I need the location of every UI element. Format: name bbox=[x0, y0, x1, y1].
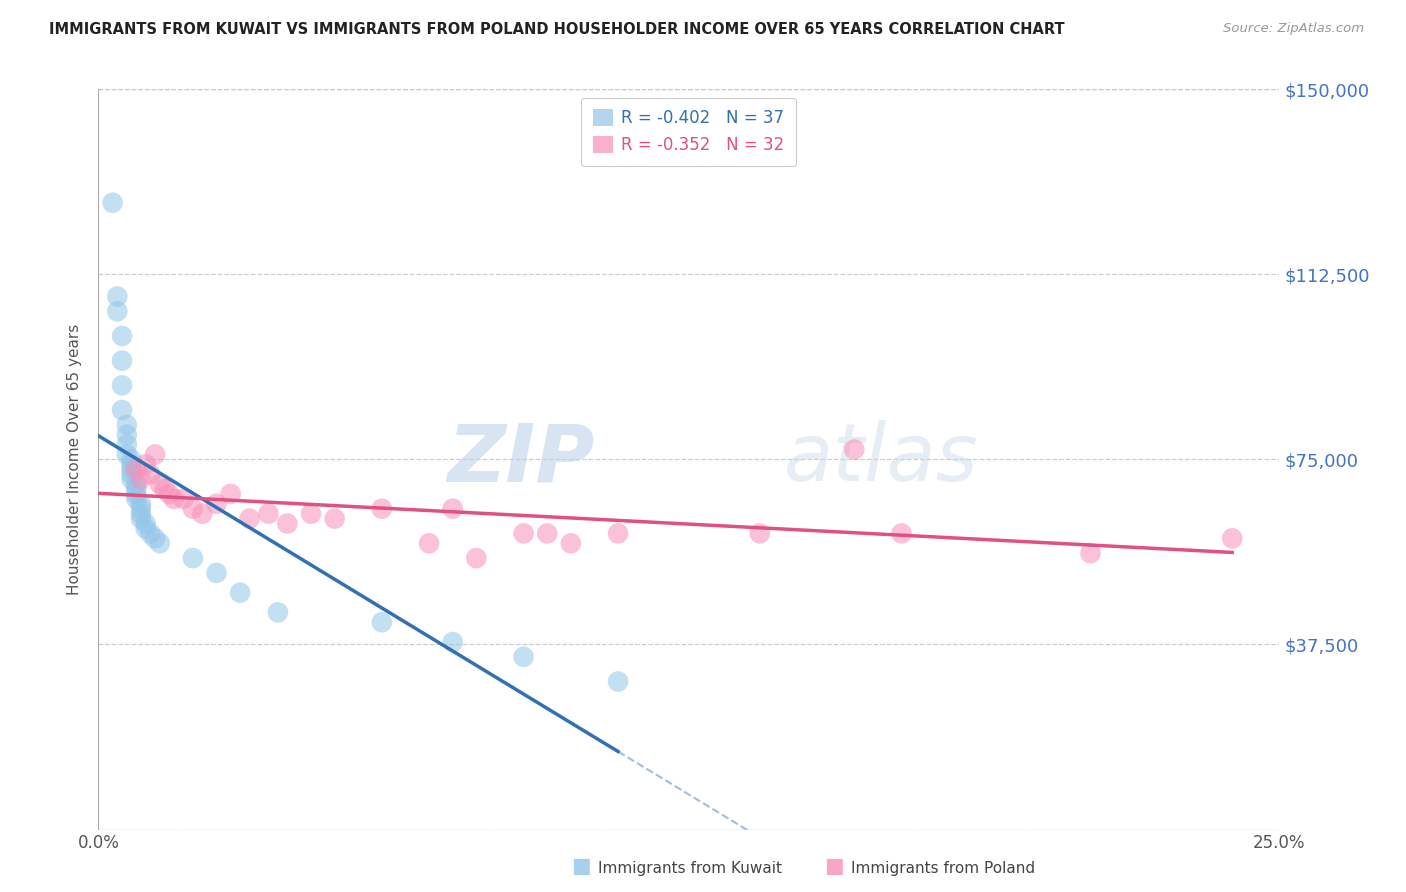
Point bbox=[191, 507, 214, 521]
Point bbox=[205, 566, 228, 580]
Point bbox=[229, 585, 252, 599]
Point bbox=[149, 477, 172, 491]
Point bbox=[239, 511, 262, 525]
Point bbox=[129, 511, 152, 525]
Point bbox=[607, 526, 630, 541]
Point bbox=[139, 467, 162, 482]
Text: ■: ■ bbox=[571, 856, 591, 876]
Point bbox=[129, 501, 152, 516]
Text: Immigrants from Kuwait: Immigrants from Kuwait bbox=[598, 861, 782, 876]
Point bbox=[512, 526, 534, 541]
Point bbox=[129, 472, 152, 486]
Point bbox=[371, 501, 394, 516]
Point bbox=[536, 526, 558, 541]
Point bbox=[560, 536, 582, 550]
Point bbox=[115, 437, 138, 451]
Point bbox=[163, 491, 186, 506]
Point bbox=[172, 491, 194, 506]
Legend: R = -0.402   N = 37, R = -0.352   N = 32: R = -0.402 N = 37, R = -0.352 N = 32 bbox=[582, 97, 796, 166]
Point bbox=[748, 526, 770, 541]
Point bbox=[299, 507, 322, 521]
Point bbox=[323, 511, 346, 525]
Point bbox=[135, 521, 157, 535]
Point bbox=[139, 526, 162, 541]
Point bbox=[121, 472, 143, 486]
Point bbox=[149, 536, 172, 550]
Point bbox=[105, 289, 128, 303]
Point bbox=[125, 491, 148, 506]
Point bbox=[153, 482, 176, 496]
Text: Source: ZipAtlas.com: Source: ZipAtlas.com bbox=[1223, 22, 1364, 36]
Point bbox=[205, 497, 228, 511]
Point bbox=[111, 329, 134, 343]
Point bbox=[111, 353, 134, 368]
Text: Immigrants from Poland: Immigrants from Poland bbox=[851, 861, 1035, 876]
Text: IMMIGRANTS FROM KUWAIT VS IMMIGRANTS FROM POLAND HOUSEHOLDER INCOME OVER 65 YEAR: IMMIGRANTS FROM KUWAIT VS IMMIGRANTS FRO… bbox=[49, 22, 1064, 37]
Text: ■: ■ bbox=[824, 856, 844, 876]
Point bbox=[101, 195, 124, 210]
Point bbox=[135, 458, 157, 472]
Point bbox=[121, 452, 143, 467]
Point bbox=[257, 507, 280, 521]
Text: ZIP: ZIP bbox=[447, 420, 595, 499]
Point bbox=[115, 417, 138, 432]
Point bbox=[111, 403, 134, 417]
Point bbox=[143, 447, 166, 461]
Point bbox=[135, 516, 157, 531]
Point bbox=[276, 516, 298, 531]
Point bbox=[181, 501, 204, 516]
Point bbox=[143, 532, 166, 546]
Point bbox=[267, 606, 290, 620]
Point bbox=[844, 442, 866, 457]
Point bbox=[890, 526, 912, 541]
Point bbox=[465, 551, 488, 566]
Point bbox=[121, 458, 143, 472]
Point bbox=[418, 536, 440, 550]
Text: atlas: atlas bbox=[783, 420, 979, 499]
Point bbox=[125, 477, 148, 491]
Point bbox=[115, 447, 138, 461]
Point bbox=[115, 427, 138, 442]
Y-axis label: Householder Income Over 65 years: Householder Income Over 65 years bbox=[67, 324, 83, 595]
Point bbox=[1220, 532, 1243, 546]
Point bbox=[111, 378, 134, 392]
Point bbox=[129, 497, 152, 511]
Point bbox=[125, 487, 148, 501]
Point bbox=[371, 615, 394, 630]
Point bbox=[219, 487, 242, 501]
Point bbox=[121, 462, 143, 476]
Point bbox=[125, 482, 148, 496]
Point bbox=[121, 467, 143, 482]
Point bbox=[157, 487, 180, 501]
Point bbox=[105, 304, 128, 318]
Point bbox=[129, 507, 152, 521]
Point bbox=[607, 674, 630, 689]
Point bbox=[125, 462, 148, 476]
Point bbox=[181, 551, 204, 566]
Point bbox=[441, 635, 464, 649]
Point bbox=[512, 649, 534, 664]
Point bbox=[441, 501, 464, 516]
Point bbox=[1080, 546, 1102, 560]
